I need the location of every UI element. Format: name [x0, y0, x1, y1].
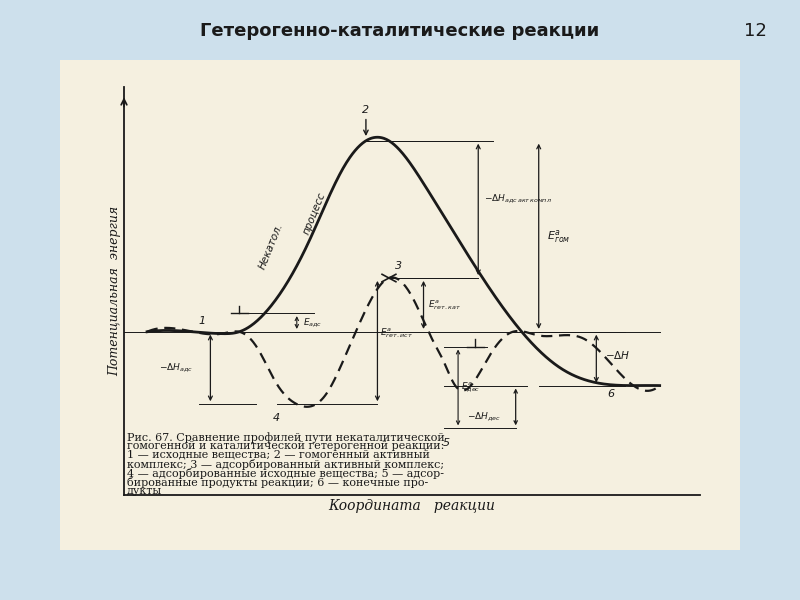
Text: Некатол.: Некатол.	[257, 222, 285, 271]
Text: дукты: дукты	[127, 485, 162, 496]
Text: 3: 3	[394, 260, 402, 271]
Text: Рис. 67. Сравнение профилей пути некаталитической: Рис. 67. Сравнение профилей пути некатал…	[127, 432, 445, 443]
Text: $E^a_{гет.кат}$: $E^a_{гет.кат}$	[428, 298, 462, 311]
Text: $-\Delta H_{дес}$: $-\Delta H_{дес}$	[466, 411, 501, 424]
Y-axis label: Потенциальная  энергия: Потенциальная энергия	[108, 206, 122, 376]
Text: 2: 2	[362, 105, 370, 115]
Text: $-\Delta H_{адс\,акт\,компл}$: $-\Delta H_{адс\,акт\,компл}$	[484, 192, 552, 205]
Text: $E_{адс}$: $E_{адс}$	[302, 316, 322, 329]
Text: 4: 4	[273, 413, 280, 424]
Text: $-\Delta H_{адс}$: $-\Delta H_{адс}$	[159, 362, 193, 374]
Text: гомогенной и каталитической гетерогенной реакции:: гомогенной и каталитической гетерогенной…	[127, 441, 444, 451]
Text: $E^a_{гом}$: $E^a_{гом}$	[547, 228, 571, 245]
Text: $E^a_{гет.ист}$: $E^a_{гет.ист}$	[380, 327, 414, 340]
Text: комплекс; 3 — адсорбированный активный комплекс;: комплекс; 3 — адсорбированный активный к…	[127, 458, 444, 470]
Text: Гетерогенно-каталитические реакции: Гетерогенно-каталитические реакции	[200, 22, 600, 40]
Text: 6: 6	[607, 389, 614, 399]
FancyBboxPatch shape	[60, 60, 740, 550]
Text: 1: 1	[198, 316, 206, 326]
Text: 5: 5	[443, 437, 450, 448]
Text: 12: 12	[743, 22, 766, 40]
Text: 1 — исходные вещества; 2 — гомогенный активный: 1 — исходные вещества; 2 — гомогенный ак…	[127, 450, 430, 460]
X-axis label: Координата   реакции: Координата реакции	[329, 499, 495, 513]
Text: процесс: процесс	[301, 190, 327, 236]
Text: $-\Delta H$: $-\Delta H$	[605, 349, 630, 361]
Text: 4 — адсорбированные исходные вещества; 5 — адсор-: 4 — адсорбированные исходные вещества; 5…	[127, 467, 444, 479]
Text: бированные продукты реакции; 6 — конечные про-: бированные продукты реакции; 6 — конечны…	[127, 476, 428, 488]
Text: $E^a_{дес}$: $E^a_{дес}$	[461, 380, 480, 394]
